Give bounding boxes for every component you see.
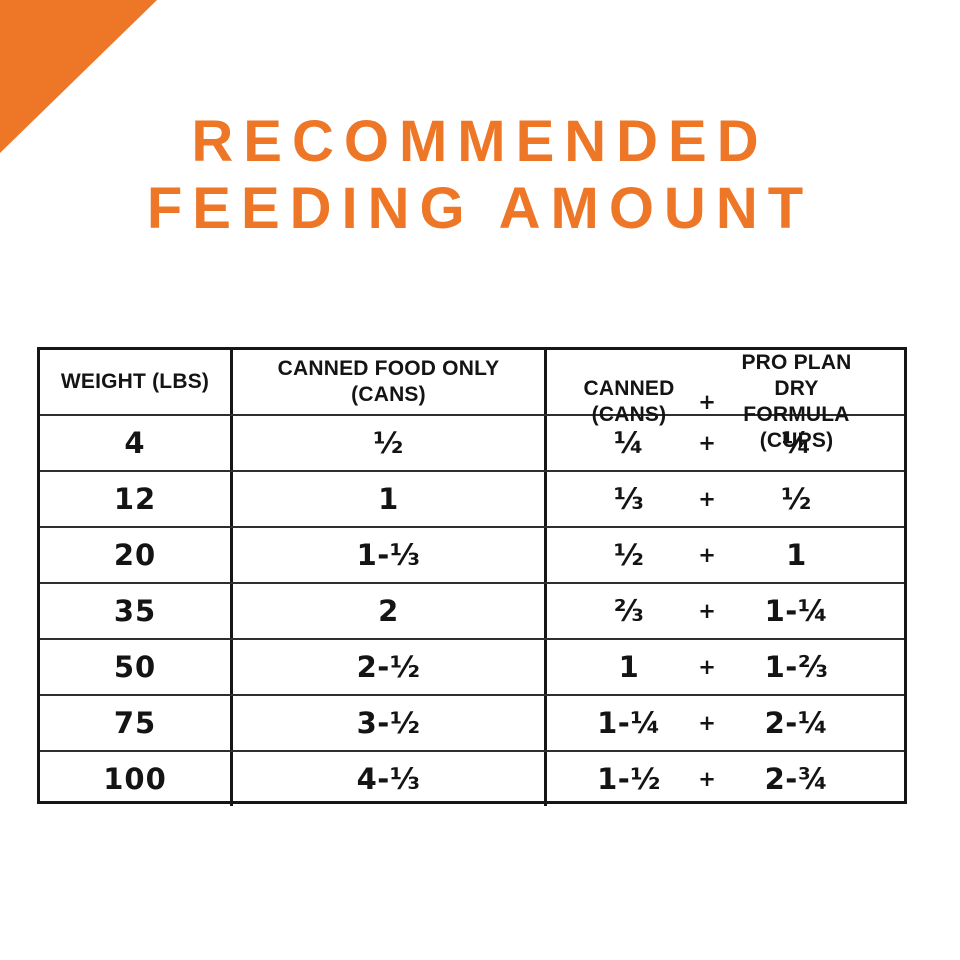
header-combo: CANNED (CANS) + PRO PLAN DRY FORMULA (CU… [544, 350, 904, 452]
plus-sign: + [698, 543, 716, 567]
weight-cell: 12 [113, 482, 157, 516]
dry-formula-value: 1-¼ [764, 594, 829, 628]
canned-only-cell: 2 [230, 584, 544, 638]
dry-formula-value: ½ [781, 482, 812, 516]
canned-only-cell: 1-⅓ [230, 528, 544, 582]
page-title-line2: FEEDING AMOUNT [146, 176, 814, 241]
plus-sign: + [698, 767, 716, 791]
header-plus-sign: + [698, 390, 716, 414]
combo-cell-grid: ½ + 1 [547, 528, 904, 582]
corner-triangle-shape [0, 0, 157, 153]
plus-sign: + [698, 487, 716, 511]
combo-cell-grid: ⅔ + 1-¼ [547, 584, 904, 638]
weight-cell: 75 [113, 706, 157, 740]
table-row: 50 2-½ 1 + 1-⅔ [40, 638, 904, 694]
combo-canned-value: ½ [613, 538, 645, 572]
combo-cell-grid: ⅓ + ½ [547, 472, 904, 526]
combo-cell-grid: ¼ + ¼ [547, 416, 904, 470]
canned-only-cell: 4-⅓ [230, 752, 544, 806]
header-weight: WEIGHT (LBS) [40, 350, 230, 414]
combo-cell: 1 + 1-⅔ [544, 640, 904, 694]
combo-cell: ⅓ + ½ [544, 472, 904, 526]
table-row: 12 1 ⅓ + ½ [40, 470, 904, 526]
page-title-line1: RECOMMENDED [191, 109, 769, 174]
combo-cell: 1-¼ + 2-¼ [544, 696, 904, 750]
dry-formula-value: 2-¼ [764, 706, 829, 740]
header-combo-dry-line1: PRO PLAN DRY [741, 351, 852, 400]
header-combo-grid: CANNED (CANS) + PRO PLAN DRY FORMULA (CU… [547, 350, 904, 452]
combo-canned-value: 1-½ [597, 762, 661, 796]
plus-sign: + [698, 599, 716, 623]
header-canned-only: CANNED FOOD ONLY (CANS) [230, 350, 544, 414]
table-row: 4 ½ ¼ + ¼ [40, 414, 904, 470]
combo-cell: ½ + 1 [544, 528, 904, 582]
canned-only-cell: 2-½ [230, 640, 544, 694]
weight-cell: 100 [103, 762, 167, 796]
combo-cell-grid: 1-¼ + 2-¼ [547, 696, 904, 750]
combo-canned-value: 1 [618, 650, 640, 684]
plus-sign: + [698, 655, 716, 679]
combo-cell-grid: 1 + 1-⅔ [547, 640, 904, 694]
table-row: 75 3-½ 1-¼ + 2-¼ [40, 694, 904, 750]
page-title: RECOMMENDED FEEDING AMOUNT [0, 108, 960, 242]
canned-only-cell: ½ [230, 416, 544, 470]
weight-cell: 4 [124, 426, 146, 460]
header-combo-canned-line2: (CANS) [591, 403, 667, 426]
plus-sign: + [698, 431, 716, 455]
canned-only-cell: 1 [230, 472, 544, 526]
table-row: 35 2 ⅔ + 1-¼ [40, 582, 904, 638]
combo-canned-value: ¼ [613, 426, 645, 460]
table-header-row: WEIGHT (LBS) CANNED FOOD ONLY (CANS) CAN… [40, 350, 904, 452]
combo-cell-grid: 1-½ + 2-¾ [547, 752, 904, 806]
combo-cell: ¼ + ¼ [544, 416, 904, 470]
plus-sign: + [698, 711, 716, 735]
table-row: 20 1-⅓ ½ + 1 [40, 526, 904, 582]
header-weight-label: WEIGHT (LBS) [60, 370, 210, 393]
combo-cell: 1-½ + 2-¾ [544, 752, 904, 806]
combo-canned-value: 1-¼ [597, 706, 661, 740]
dry-formula-value: 1 [786, 538, 807, 572]
corner-triangle-decoration [0, 0, 157, 153]
header-combo-dry-line2: FORMULA (CUPS) [743, 403, 850, 452]
header-canned-only-line2: (CANS) [351, 383, 426, 406]
header-combo-canned: CANNED (CANS) [573, 376, 685, 428]
weight-cell: 50 [113, 650, 157, 684]
dry-formula-value: ¼ [781, 426, 812, 460]
canned-only-cell: 3-½ [230, 696, 544, 750]
combo-cell: ⅔ + 1-¼ [544, 584, 904, 638]
header-combo-canned-line1: CANNED [583, 377, 675, 400]
table-row: 100 4-⅓ 1-½ + 2-¾ [40, 750, 904, 806]
header-canned-only-label: CANNED FOOD ONLY (CANS) [278, 356, 500, 408]
weight-cell: 35 [113, 594, 157, 628]
feeding-table: WEIGHT (LBS) CANNED FOOD ONLY (CANS) CAN… [37, 347, 907, 806]
combo-canned-value: ⅓ [613, 482, 645, 516]
dry-formula-value: 1-⅔ [764, 650, 829, 684]
combo-canned-value: ⅔ [613, 594, 645, 628]
header-canned-only-line1: CANNED FOOD ONLY [277, 357, 500, 380]
dry-formula-value: 2-¾ [764, 762, 829, 796]
weight-cell: 20 [113, 538, 157, 572]
header-combo-dry: PRO PLAN DRY FORMULA (CUPS) [729, 350, 864, 454]
